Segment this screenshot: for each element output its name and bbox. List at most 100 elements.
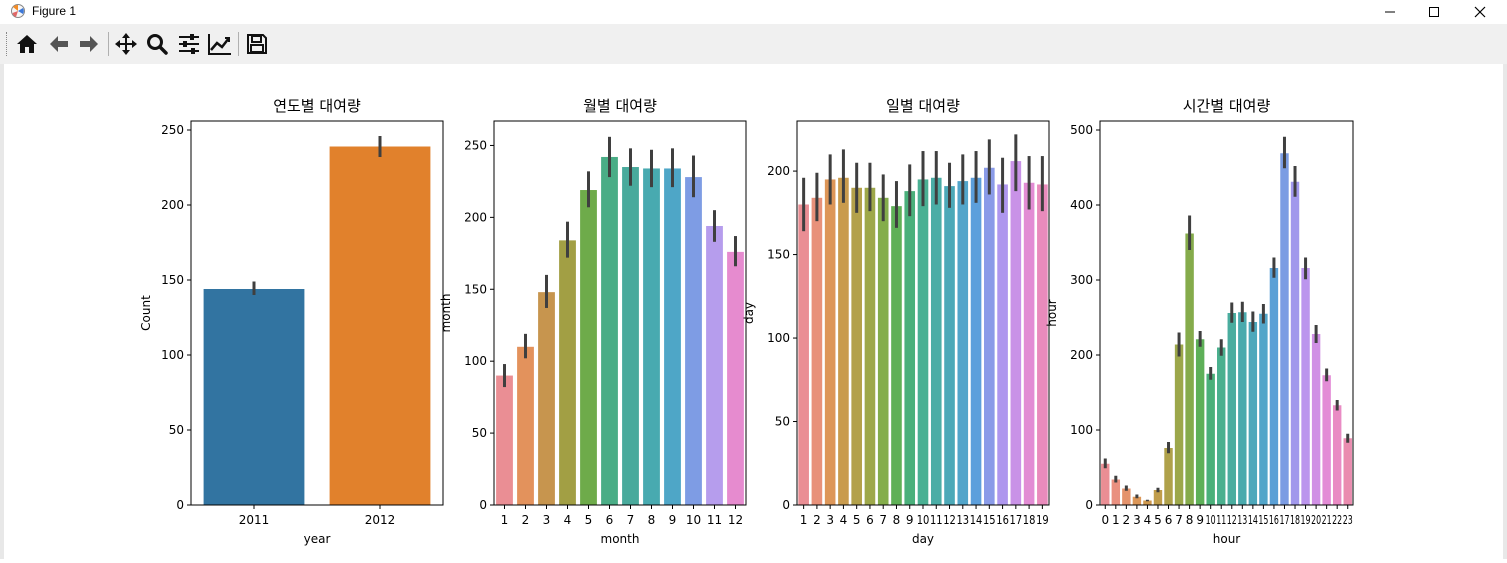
xtick-label: 8	[893, 513, 901, 527]
bar-day-16	[997, 184, 1008, 505]
xtick-label: 7	[1175, 513, 1183, 527]
xtick-label: 1	[800, 513, 808, 527]
maximize-icon	[1429, 7, 1439, 17]
bar-hour-9	[1195, 339, 1205, 505]
xtick-label: 10	[1206, 513, 1216, 527]
xtick-label: 6	[606, 513, 614, 527]
xtick-label: 12	[943, 513, 956, 527]
xtick-label: 3	[1133, 513, 1141, 527]
maximize-button[interactable]	[1411, 0, 1457, 24]
xtick-label: 22	[1332, 513, 1342, 527]
floppy-disk-icon	[247, 34, 267, 54]
xtick-label: 13	[956, 513, 969, 527]
bar-day-4	[838, 177, 849, 505]
xtick-label: 12	[1227, 513, 1237, 527]
save-button[interactable]	[243, 30, 271, 58]
bar-hour-15	[1259, 313, 1268, 505]
ytick-label: 250	[464, 138, 487, 152]
bar-hour-19	[1301, 268, 1310, 505]
ytick-label: 100	[464, 354, 487, 368]
bar-month-1	[496, 375, 513, 505]
xtick-label: 11	[707, 513, 722, 527]
bar-month-11	[706, 225, 723, 506]
bar-year-2011	[203, 289, 305, 505]
xtick-label: 7	[627, 513, 635, 527]
xtick-label: 3	[826, 513, 834, 527]
window-title: Figure 1	[32, 4, 77, 18]
y-axis-label: day	[742, 302, 756, 324]
bar-day-19	[1037, 184, 1048, 505]
axes-frame-hour	[1099, 120, 1354, 506]
minimize-button[interactable]	[1367, 0, 1413, 24]
xtick-label: 4	[564, 513, 572, 527]
toolbar-separator	[108, 32, 109, 56]
x-axis-label: day	[912, 532, 934, 546]
xtick-label: 2011	[239, 513, 270, 527]
ytick-label: 50	[775, 415, 790, 429]
zoom-button[interactable]	[143, 30, 171, 58]
xtick-label: 18	[1023, 513, 1036, 527]
back-button[interactable]	[45, 30, 73, 58]
bar-hour-21	[1322, 375, 1331, 505]
xtick-label: 2	[1123, 513, 1131, 527]
bar-hour-11	[1217, 347, 1226, 505]
bar-month-2	[517, 346, 534, 505]
xtick-label: 16	[1269, 513, 1279, 527]
navigation-toolbar	[0, 24, 1507, 64]
sliders-icon	[179, 34, 199, 54]
x-axis-label: month	[601, 532, 640, 546]
subplots-button[interactable]	[175, 30, 203, 58]
bar-day-14	[970, 177, 982, 505]
xtick-label: 23	[1343, 513, 1353, 527]
xtick-label: 6	[866, 513, 874, 527]
pan-button[interactable]	[112, 30, 140, 58]
forward-button[interactable]	[75, 30, 103, 58]
bar-hour-4	[1143, 500, 1152, 505]
xtick-label: 6	[1165, 513, 1173, 527]
ytick-label: 0	[479, 498, 487, 512]
line-chart-icon	[208, 34, 231, 55]
bar-day-9	[904, 191, 916, 505]
xtick-label: 10	[917, 513, 930, 527]
magnifier-icon	[147, 34, 168, 55]
bar-hour-22	[1332, 405, 1342, 505]
y-axis-label: Count	[139, 295, 153, 331]
bar-day-2	[811, 197, 823, 506]
close-button[interactable]	[1457, 0, 1503, 24]
home-button[interactable]	[13, 30, 41, 58]
xtick-label: 4	[1144, 513, 1152, 527]
xtick-label: 11	[1216, 513, 1226, 527]
xtick-label: 1	[1112, 513, 1120, 527]
xtick-label: 14	[1248, 513, 1258, 527]
bar-day-1	[798, 204, 809, 506]
ytick-label: 200	[161, 198, 184, 212]
minimize-icon	[1385, 11, 1395, 13]
xtick-label: 17	[1010, 513, 1023, 527]
bar-hour-13	[1238, 312, 1247, 505]
xtick-label: 13	[1237, 513, 1247, 527]
bar-year-2012	[329, 146, 431, 505]
edit-axis-button[interactable]	[206, 30, 234, 58]
xtick-label: 2	[522, 513, 530, 527]
xtick-label: 9	[1196, 513, 1204, 527]
xtick-label: 18	[1290, 513, 1300, 527]
axes-frame-year	[190, 120, 444, 506]
xtick-label: 21	[1322, 513, 1332, 527]
ytick-label: 150	[464, 282, 487, 296]
move-icon	[115, 33, 137, 55]
bar-hour-10	[1206, 373, 1215, 505]
bar-hour-8	[1185, 233, 1194, 505]
figure-canvas[interactable]: 0 50 100 150 200 250 2011 2012 연도별 대여량 year Count 0…	[4, 64, 1503, 559]
ytick-label: 0	[176, 498, 184, 512]
bar-hour-7	[1174, 344, 1184, 505]
chart-title: 일별 대여량	[886, 97, 960, 115]
xtick-label: 9	[669, 513, 677, 527]
bar-month-12	[727, 251, 744, 505]
bar-day-17	[1010, 161, 1022, 505]
bar-month-5	[580, 190, 597, 505]
bar-hour-20	[1311, 334, 1321, 505]
xtick-label: 16	[996, 513, 1009, 527]
chart-title: 연도별 대여량	[273, 97, 361, 115]
